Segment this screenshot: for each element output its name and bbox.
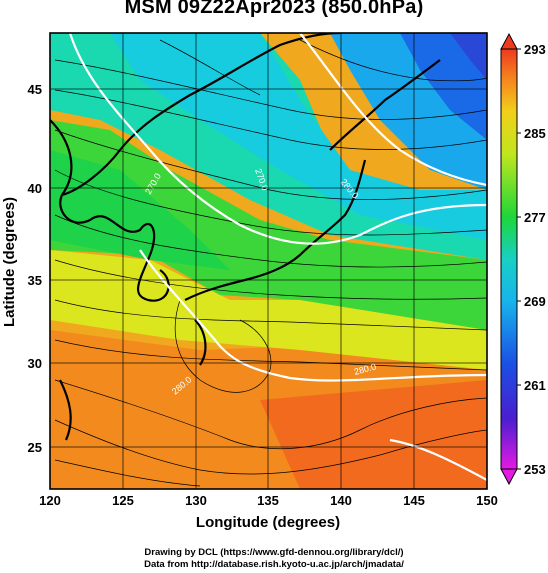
colorbar: 253 261 269 277 285 293 [500, 32, 546, 486]
y-tick-label: 30 [28, 356, 42, 371]
coastlines [50, 33, 441, 441]
x-tick-label: 135 [257, 493, 279, 508]
y-tick-labels: 25 30 35 40 45 [28, 82, 42, 455]
y-axis-label: Latitude (degrees) [1, 197, 18, 327]
colorbar-bottom-arrow [500, 468, 518, 486]
plot-frame [49, 32, 488, 490]
grid [50, 33, 487, 489]
colorbar-tick-label: 269 [524, 294, 546, 309]
x-tick-label: 125 [112, 493, 134, 508]
x-tick-label: 150 [476, 493, 498, 508]
y-tick-label: 35 [28, 273, 42, 288]
colorbar-tick-label: 261 [524, 378, 546, 393]
y-tick-label: 45 [28, 82, 42, 97]
colorbar-tick-label: 277 [524, 210, 546, 225]
streamlines [54, 39, 487, 487]
x-tick-label: 130 [185, 493, 207, 508]
x-tick-label: 140 [330, 493, 352, 508]
x-tick-labels: 120 125 130 135 140 145 150 [39, 493, 498, 508]
y-tick-label: 40 [28, 181, 42, 196]
x-tick-label: 145 [403, 493, 425, 508]
colorbar-scale [500, 48, 518, 470]
temperature-contours [68, 33, 487, 481]
colorbar-tick-label: 293 [524, 42, 546, 57]
chart-title: MSM 09Z22Apr2023 (850.0hPa) [124, 0, 424, 18]
y-tick-label: 25 [28, 440, 42, 455]
colorbar-tick-label: 253 [524, 462, 546, 477]
x-tick-label: 120 [39, 493, 61, 508]
x-axis-label: Longitude (degrees) [196, 514, 340, 531]
credit-drawing: Drawing by DCL (https://www.gfd-dennou.o… [144, 547, 404, 558]
credit-data: Data from http://database.rish.kyoto-u.a… [144, 559, 404, 570]
colorbar-tick-label: 285 [524, 126, 546, 141]
colorbar-top-arrow [500, 32, 518, 50]
